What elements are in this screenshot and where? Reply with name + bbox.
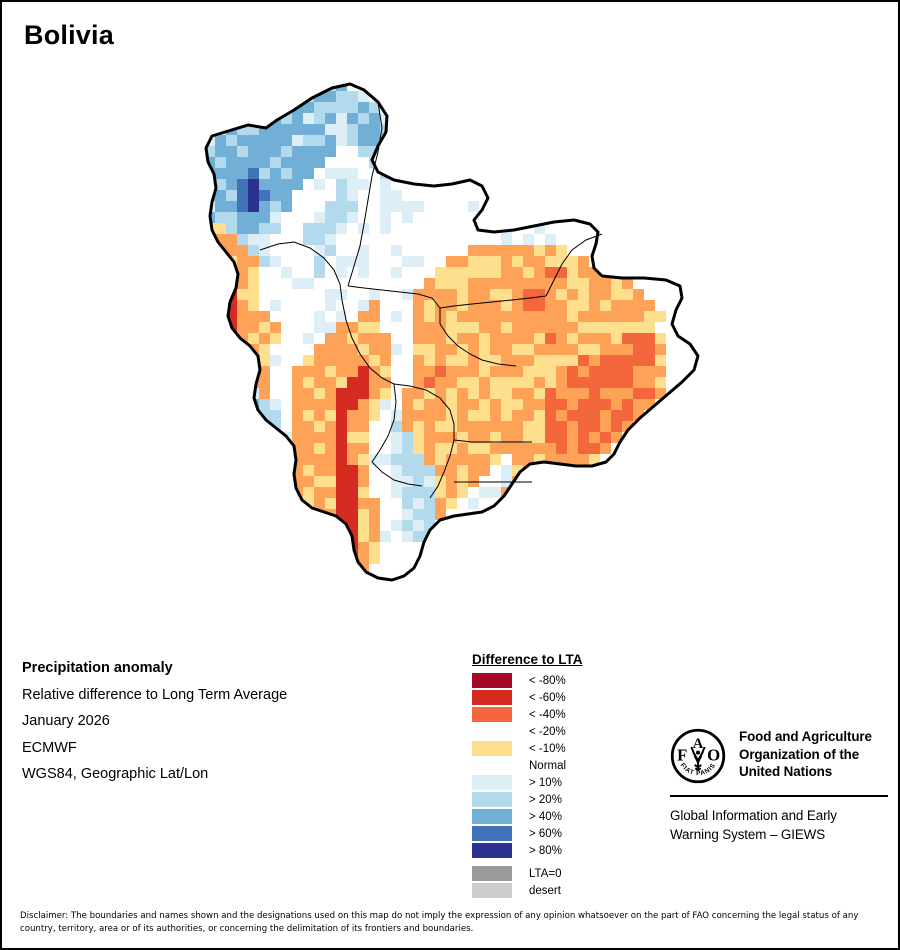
map-canvas[interactable] [182,80,712,610]
fao-logo-letter-a: A [693,736,704,752]
legend-extra-items: LTA=0 desert [472,865,652,899]
legend-item-row[interactable]: > 40% [472,808,652,825]
fao-branding: F A O FIAT PANIS Food and Agricu [670,728,888,844]
fao-divider [670,795,888,797]
legend-item-swatch [472,826,512,841]
legend-item-label: > 40% [529,810,562,823]
legend-item-label: < -10% [529,742,566,755]
legend-item-swatch [472,707,512,722]
legend-item-label: < -20% [529,725,566,738]
fao-organization-name: Food and Agriculture Organization of the… [739,728,872,781]
legend-item-row[interactable]: Normal [472,757,652,774]
info-subtitle: Relative difference to Long Term Average [22,686,288,703]
disclaimer-text: Disclaimer: The boundaries and names sho… [20,911,859,934]
legend-item-row[interactable]: > 10% [472,774,652,791]
legend-item-row[interactable]: < -10% [472,740,652,757]
info-projection: WGS84, Geographic Lat/Lon [22,766,209,782]
legend-item-label: > 20% [529,793,562,806]
legend-items: < -80% < -60% < -40% < -20% < -10% Normal > 10… [472,672,652,859]
map-legend: Difference to LTA < -80% < -60% < -40% < -2… [472,652,652,899]
giews-programme-name: Global Information and Early Warning Sys… [670,806,888,844]
fao-org-line-2: Organization of the [739,746,860,762]
legend-item-row[interactable]: < -20% [472,723,652,740]
giews-line-1: Global Information and Early [670,808,837,823]
legend-item-label: < -40% [529,708,566,721]
map-info-block: Precipitation anomaly Relative differenc… [22,655,442,788]
legend-title: Difference to LTA [472,652,583,667]
legend-item-label: > 60% [529,827,562,840]
info-source: ECMWF [22,739,77,756]
legend-item-swatch [472,741,512,756]
fao-logo-letter-f: F [677,745,687,764]
legend-extra-swatch [472,883,512,898]
bolivia-national-border [204,82,700,582]
legend-item-swatch [472,775,512,790]
legend-item-row[interactable]: > 60% [472,825,652,842]
legend-extra-label: desert [529,884,561,897]
bolivia-choropleth-map[interactable] [182,80,712,610]
legend-extra-label: LTA=0 [529,867,562,880]
fao-logo-icon: F A O FIAT PANIS [670,728,726,784]
legend-item-swatch [472,792,512,807]
department-boundaries [259,101,603,499]
legend-item-swatch [472,724,512,739]
legend-item-swatch [472,843,512,858]
legend-item-row[interactable]: < -60% [472,689,652,706]
giews-line-2: Warning System – GIEWS [670,827,826,842]
legend-item-swatch [472,758,512,773]
legend-item-swatch [472,673,512,688]
legend-extra-row[interactable]: desert [472,882,652,899]
legend-item-row[interactable]: < -80% [472,672,652,689]
legend-item-label: > 10% [529,776,562,789]
fao-logo-letter-o: O [707,745,720,764]
legend-item-row[interactable]: < -40% [472,706,652,723]
fao-org-line-1: Food and Agriculture [739,729,872,744]
legend-item-label: < -60% [529,691,566,704]
legend-extra-swatch [472,866,512,881]
info-heading: Precipitation anomaly [22,660,173,676]
legend-item-row[interactable]: > 20% [472,791,652,808]
legend-item-label: < -80% [529,674,566,687]
legend-item-swatch [472,690,512,705]
info-period: January 2026 [22,713,110,729]
legend-item-label: > 80% [529,844,562,857]
wheat-stalk-icon [690,746,706,771]
fao-org-line-3: United Nations [739,764,833,779]
page-title: Bolivia [24,20,114,50]
legend-item-swatch [472,809,512,824]
legend-extra-row[interactable]: LTA=0 [472,865,652,882]
legend-item-row[interactable]: > 80% [472,842,652,859]
legend-item-label: Normal [529,759,567,772]
